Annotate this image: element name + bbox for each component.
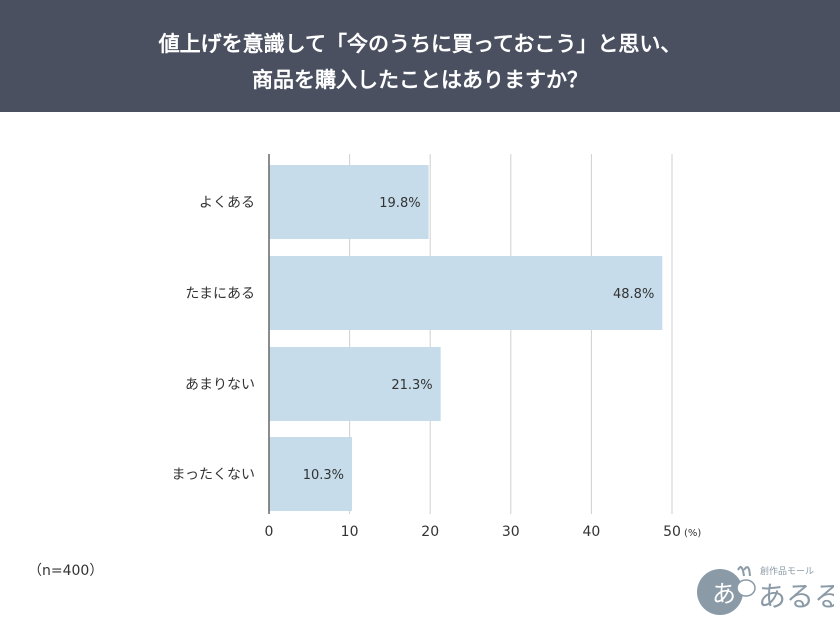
bar-value-label: 21.3% xyxy=(391,378,432,393)
bar xyxy=(269,256,663,330)
x-tick-label: 10 xyxy=(341,524,359,540)
bar-value-label: 48.8% xyxy=(613,287,654,302)
logo-circle xyxy=(697,569,743,615)
x-tick-label: 40 xyxy=(582,524,600,540)
title-banner: 値上げを意識して「今のうちに買っておこう」と思い、 商品を購入したことはあります… xyxy=(0,0,840,112)
chart-title-line-2: 商品を購入したことはありますか？ xyxy=(252,68,588,92)
x-tick-label: 50 xyxy=(663,524,681,540)
x-tick-label: 20 xyxy=(421,524,439,540)
sample-size-note: （n=400） xyxy=(28,563,104,579)
category-label: あまりない xyxy=(185,377,255,393)
logo-caption: 創作品モール xyxy=(760,565,814,577)
x-tick-label: 0 xyxy=(265,524,274,540)
bar xyxy=(269,347,441,421)
category-label: たまにある xyxy=(185,286,255,302)
bar xyxy=(269,437,353,511)
category-label: よくある xyxy=(199,195,255,211)
logo-mark: あ xyxy=(712,580,736,608)
logo-name: あるる xyxy=(758,580,834,613)
x-tick-label: 30 xyxy=(502,524,520,540)
rabbit-face-icon xyxy=(736,579,756,597)
bar-chart: 19.8% よくある 48.8% たまにある 21.3% あまりない 10.3% まったくない… xyxy=(172,154,701,540)
bar-value-label: 10.3% xyxy=(303,468,344,483)
brand-logo: あ 創作品モール あるる xyxy=(697,565,834,615)
chart-title-line-1: 値上げを意識して「今のうちに買っておこう」と思い、 xyxy=(158,32,682,56)
category-label: まったくない xyxy=(172,467,255,483)
bar-value-label: 19.8% xyxy=(379,196,420,211)
bar xyxy=(269,165,429,239)
rabbit-ears-icon xyxy=(737,566,751,577)
x-unit-label: (%) xyxy=(684,528,701,539)
